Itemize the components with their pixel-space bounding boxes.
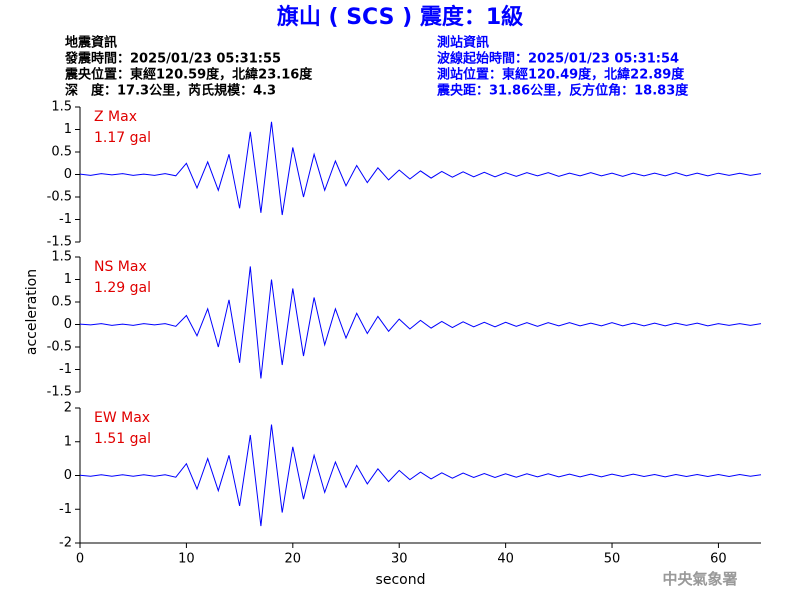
event-info: 深 度：17.3公里，芮氏規模：4.3 (65, 83, 276, 99)
max-label: NS Max (94, 259, 147, 275)
station-info: 震央距：31.86公里，反方位角：18.83度 (436, 83, 689, 99)
y-tick-label: 1 (64, 122, 72, 137)
x-tick-label: 10 (178, 552, 195, 567)
event-info: 發震時間：2025/01/23 05:31:55 (64, 51, 281, 67)
y-axis-label: acceleration (24, 269, 40, 355)
y-tick-label: -1 (59, 502, 72, 517)
x-tick-label: 40 (497, 552, 514, 567)
y-tick-label: -1.5 (47, 235, 72, 250)
max-value: 1.29 gal (94, 280, 151, 296)
y-tick-label: 1.5 (51, 250, 72, 265)
y-tick-label: -2 (59, 536, 72, 551)
max-label: Z Max (94, 109, 137, 125)
y-tick-label: -1.5 (47, 385, 72, 400)
waveform (79, 266, 762, 379)
waveform (79, 424, 762, 527)
y-tick-label: -1 (59, 362, 72, 377)
max-value: 1.17 gal (94, 130, 151, 146)
y-tick-label: 0 (64, 317, 72, 332)
station-info: 測站資訊 (437, 35, 489, 51)
station-info: 測站位置：東經120.49度，北緯22.89度 (437, 67, 685, 83)
waveform (79, 121, 762, 216)
y-tick-label: -1 (59, 212, 72, 227)
y-tick-label: 2 (64, 401, 72, 416)
y-tick-label: 1 (64, 272, 72, 287)
y-tick-label: 0 (64, 167, 72, 182)
x-tick-label: 60 (710, 552, 727, 567)
y-tick-label: 0.5 (51, 145, 72, 160)
x-tick-label: 50 (604, 552, 621, 567)
station-info: 波線起始時間：2025/01/23 05:31:54 (437, 51, 679, 67)
event-info: 震央位置：東經120.59度，北緯23.16度 (64, 67, 313, 83)
y-tick-label: 0 (64, 468, 72, 483)
x-axis-label: second (376, 572, 426, 588)
x-tick-label: 30 (391, 552, 408, 567)
max-value: 1.51 gal (94, 431, 151, 447)
chart-title: 旗山 ( SCS ) 震度：1級 (277, 4, 523, 30)
x-tick-label: 0 (76, 552, 84, 567)
event-info: 地震資訊 (65, 35, 117, 51)
y-tick-label: 0.5 (51, 295, 72, 310)
y-tick-label: 1.5 (51, 100, 72, 115)
footer: 中央氣象署 (662, 570, 737, 588)
x-tick-label: 20 (285, 552, 302, 567)
y-tick-label: 1 (64, 434, 72, 449)
y-tick-label: -0.5 (47, 340, 72, 355)
max-label: EW Max (94, 410, 150, 426)
y-tick-label: -0.5 (47, 190, 72, 205)
